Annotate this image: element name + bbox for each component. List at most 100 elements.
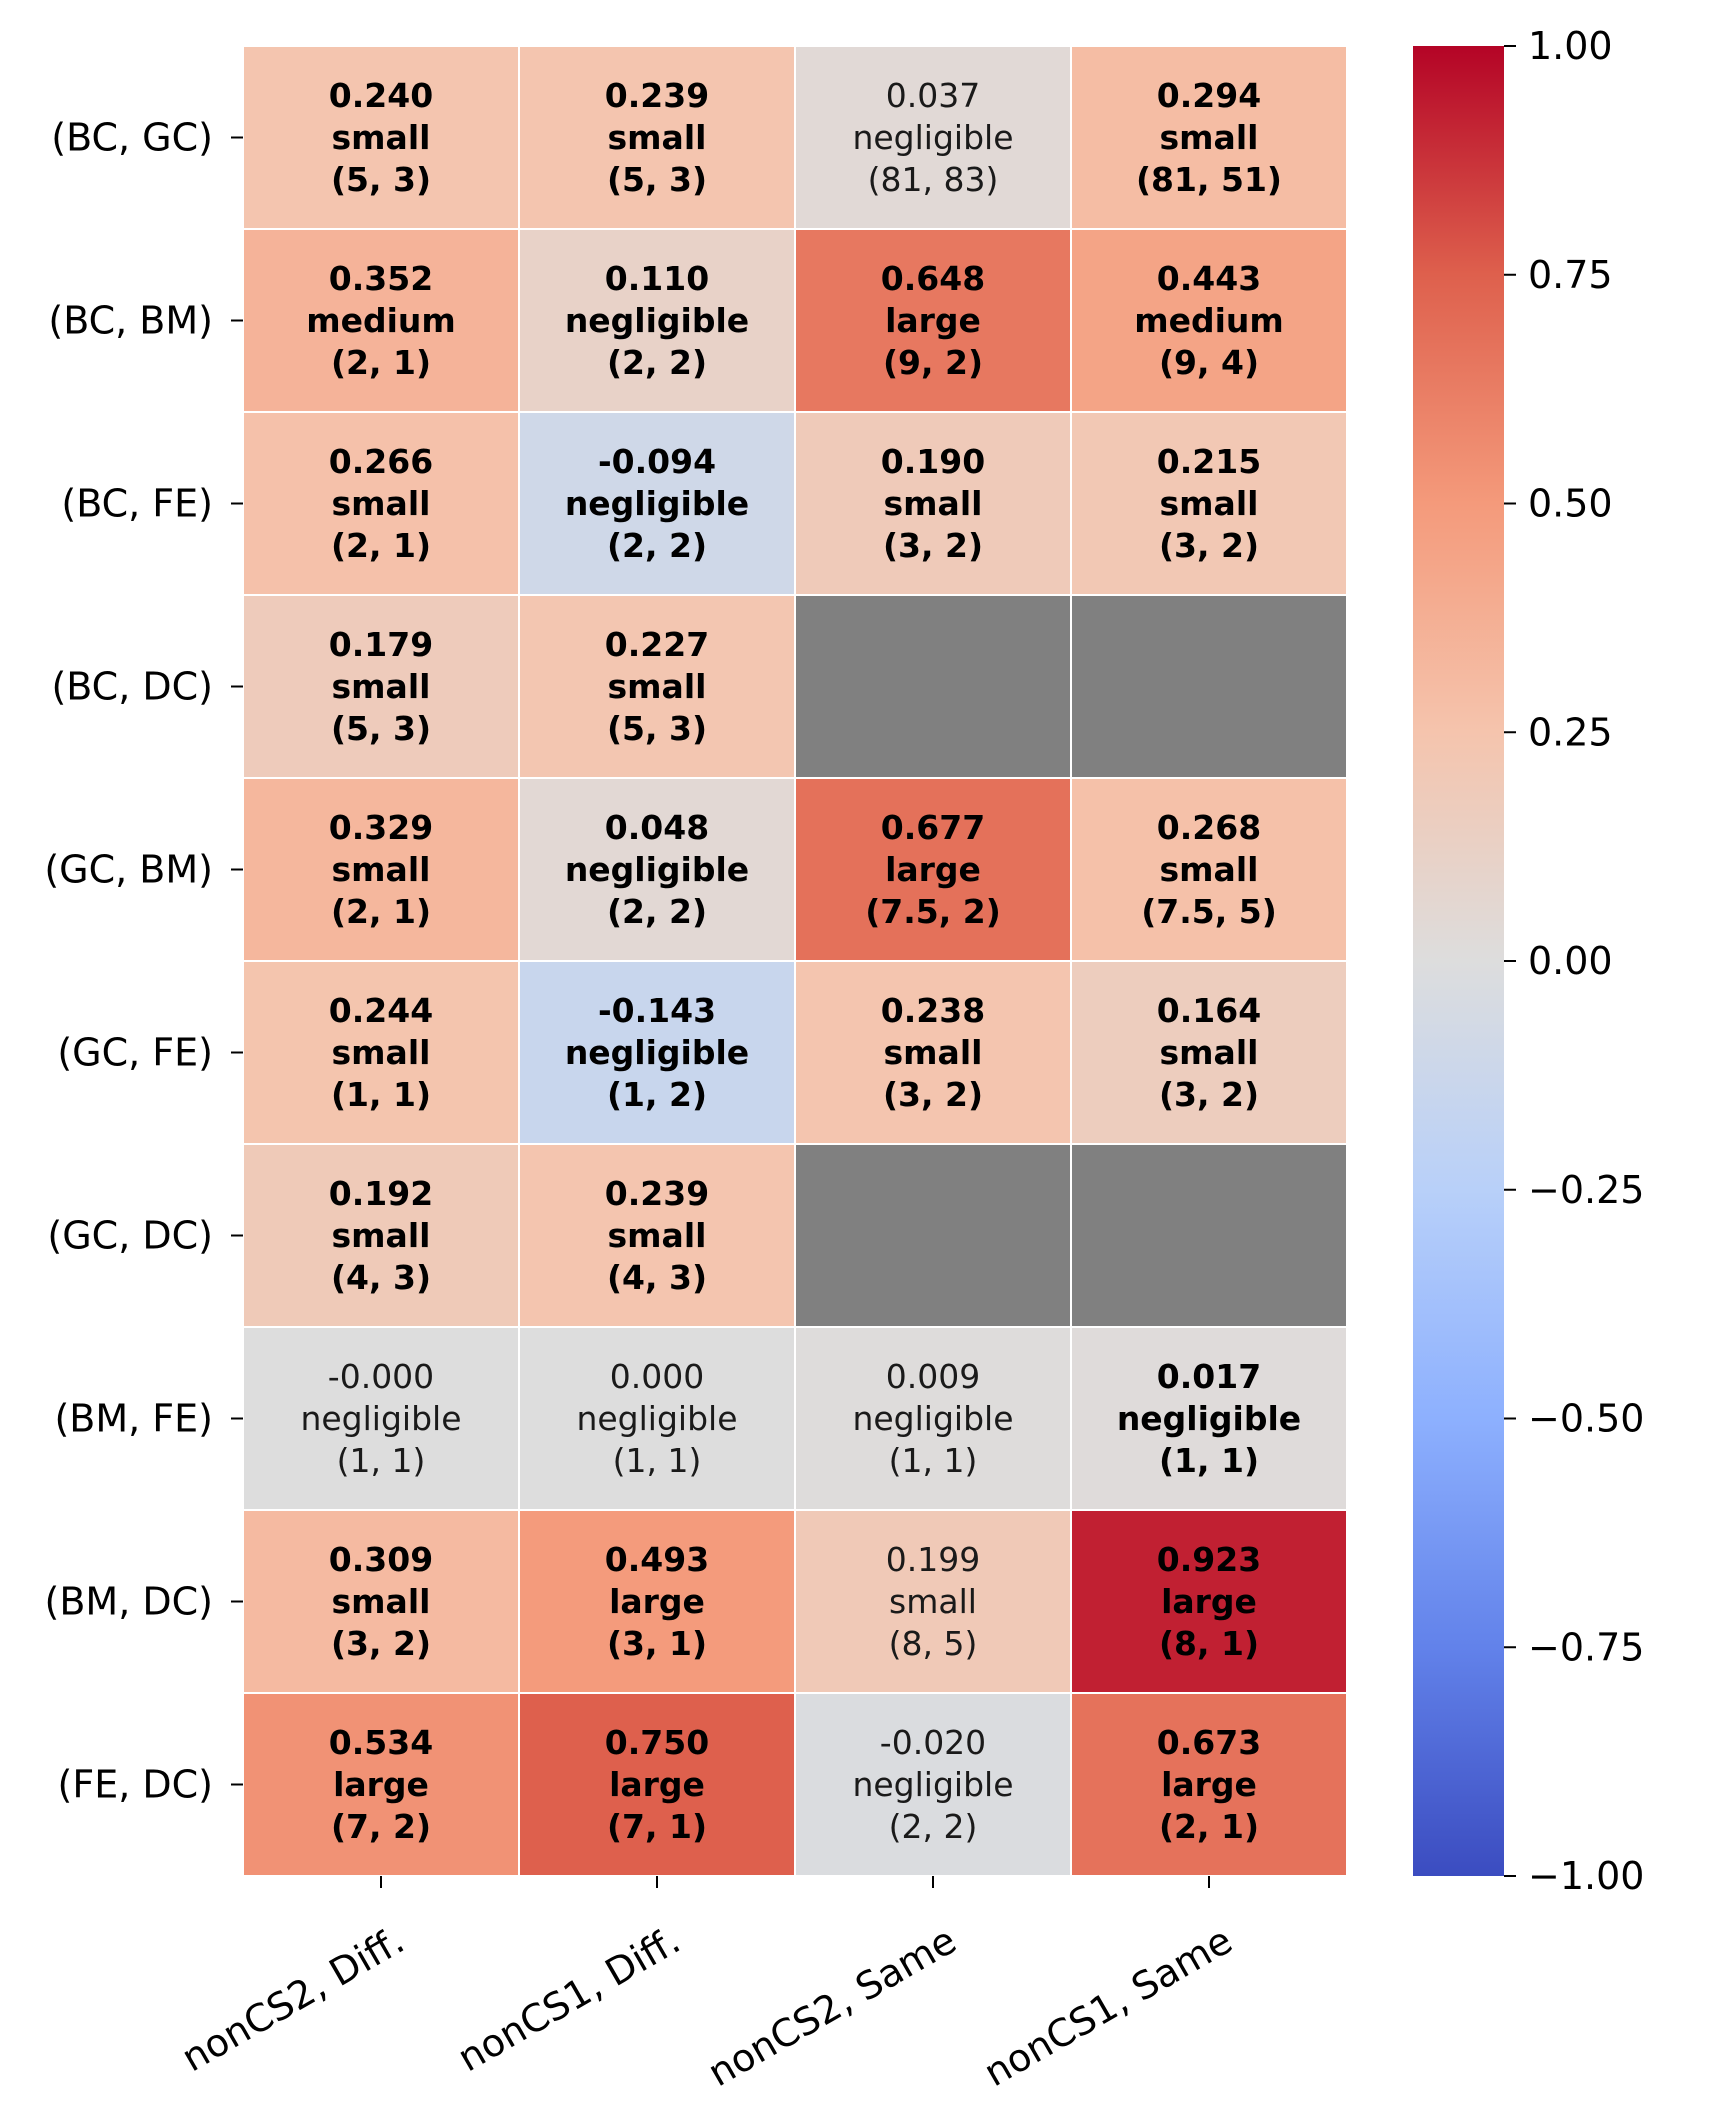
cell-pair-label: (7.5, 5) <box>1141 892 1277 931</box>
cell-pair-label: (2, 1) <box>1159 1807 1259 1846</box>
cell-missing <box>1070 594 1348 779</box>
y-tick-label: (GC, DC) <box>47 1214 213 1258</box>
y-tick-label: (BC, BM) <box>48 299 213 343</box>
y-tick-label: (BC, DC) <box>51 665 213 709</box>
cell-value-label: -0.000 <box>328 1357 434 1396</box>
cell-effect-label: large <box>1161 1582 1257 1621</box>
heatmap-cell <box>794 594 1072 779</box>
cell-pair-label: (3, 2) <box>1159 526 1259 565</box>
cell-effect-label: small <box>1160 118 1259 157</box>
y-tick-label: (FE, DC) <box>58 1763 213 1807</box>
cell-effect-label: small <box>332 1216 431 1255</box>
cell-effect-label: small <box>884 484 983 523</box>
cell-fill <box>242 45 520 230</box>
cell-fill <box>1070 777 1348 962</box>
cell-value-label: 0.179 <box>329 625 433 664</box>
cell-value-label: 0.238 <box>881 991 985 1030</box>
cell-pair-label: (1, 2) <box>607 1075 707 1114</box>
cell-fill <box>242 1143 520 1328</box>
cell-fill <box>518 594 796 779</box>
cell-pair-label: (8, 5) <box>889 1624 978 1663</box>
heatmap-cell <box>1070 1143 1348 1328</box>
heatmap-cell <box>1070 594 1348 779</box>
cell-effect-label: large <box>885 301 981 340</box>
cell-effect-label: negligible <box>576 1399 737 1438</box>
cell-pair-label: (2, 2) <box>607 892 707 931</box>
cell-value-label: 0.215 <box>1157 442 1261 481</box>
cell-pair-label: (1, 1) <box>1159 1441 1259 1480</box>
cell-fill <box>518 228 796 413</box>
cell-fill <box>242 960 520 1145</box>
cell-effect-label: small <box>889 1582 977 1621</box>
cell-value-label: 0.048 <box>605 808 709 847</box>
cell-fill <box>518 45 796 230</box>
cell-fill <box>794 960 1072 1145</box>
cell-value-label: 0.677 <box>881 808 985 847</box>
cell-pair-label: (3, 2) <box>331 1624 431 1663</box>
cell-effect-label: negligible <box>300 1399 461 1438</box>
cell-effect-label: small <box>1160 484 1259 523</box>
cell-pair-label: (8, 1) <box>1159 1624 1259 1663</box>
cell-fill <box>1070 228 1348 413</box>
y-tick-label: (BM, DC) <box>45 1580 213 1624</box>
cell-value-label: 0.244 <box>329 991 433 1030</box>
cell-pair-label: (2, 2) <box>607 343 707 382</box>
cell-pair-label: (3, 2) <box>1159 1075 1259 1114</box>
y-axis: (BC, GC) (BC, BM) (BC, FE) (BC, DC) (GC, BM)… <box>44 116 243 1807</box>
colorbar-tick-label: −0.50 <box>1528 1397 1644 1441</box>
cell-effect-label: negligible <box>852 118 1013 157</box>
cell-pair-label: (5, 3) <box>607 709 707 748</box>
x-axis: nonCS2, Diff. nonCS1, Diff. nonCS2, Same no… <box>174 1876 1240 2095</box>
y-tick-label: (GC, BM) <box>44 848 213 892</box>
cell-value-label: 0.240 <box>329 76 433 115</box>
cell-effect-label: negligible <box>565 1033 749 1072</box>
cell-value-label: 0.534 <box>329 1723 433 1762</box>
colorbar-tick-label: −1.00 <box>1528 1854 1644 1898</box>
cell-value-label: 0.017 <box>1157 1357 1261 1396</box>
cell-value-label: 0.648 <box>881 259 985 298</box>
cell-pair-label: (5, 3) <box>331 709 431 748</box>
cell-effect-label: large <box>609 1582 705 1621</box>
cell-effect-label: negligible <box>565 850 749 889</box>
colorbar-tick-label: 0.25 <box>1528 710 1613 754</box>
cell-value-label: 0.443 <box>1157 259 1261 298</box>
cell-pair-label: (1, 1) <box>331 1075 431 1114</box>
colorbar-gradient <box>1413 46 1504 1876</box>
cell-value-label: -0.094 <box>598 442 716 481</box>
cell-fill <box>242 1326 520 1511</box>
cell-value-label: 0.239 <box>605 76 709 115</box>
cell-effect-label: small <box>608 667 707 706</box>
cell-effect-label: small <box>332 1033 431 1072</box>
cell-value-label: 0.329 <box>329 808 433 847</box>
cell-pair-label: (2, 2) <box>889 1807 978 1846</box>
colorbar-tick-label: 0.50 <box>1528 482 1613 526</box>
cell-value-label: 0.239 <box>605 1174 709 1213</box>
cell-fill <box>794 1326 1072 1511</box>
cell-fill <box>518 777 796 962</box>
cell-value-label: 0.199 <box>886 1540 980 1579</box>
heatmap-cell <box>794 1143 1072 1328</box>
cell-fill <box>1070 45 1348 230</box>
